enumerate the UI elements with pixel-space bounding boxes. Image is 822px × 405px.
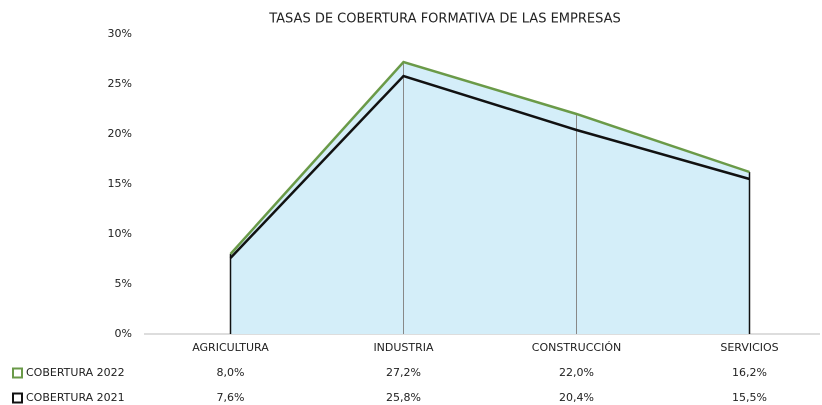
y-tick-label: 10%	[108, 227, 132, 240]
y-tick-label: 5%	[115, 277, 132, 290]
y-tick-label: 30%	[108, 27, 132, 40]
y-tick-label: 20%	[108, 127, 132, 140]
x-tick-label: INDUSTRIA	[373, 341, 434, 354]
legend-label: COBERTURA 2021	[26, 391, 125, 404]
data-table-value: 16,2%	[732, 366, 767, 379]
x-tick-label: CONSTRUCCIÓN	[532, 341, 621, 354]
data-table-value: 20,4%	[559, 391, 594, 404]
data-table-value: 7,6%	[217, 391, 245, 404]
legend-swatch	[12, 392, 23, 404]
data-table-value: 22,0%	[559, 366, 594, 379]
series-line	[229, 74, 750, 259]
data-table-value: 27,2%	[386, 366, 421, 379]
legend-label: COBERTURA 2022	[26, 366, 125, 379]
data-table-value: 25,8%	[386, 391, 421, 404]
x-tick-label: AGRICULTURA	[192, 341, 269, 354]
area	[230, 62, 750, 334]
y-tick-label: 0%	[115, 327, 132, 340]
y-tick-label: 25%	[108, 77, 132, 90]
y-tick-label: 15%	[108, 177, 132, 190]
data-table-value: 8,0%	[217, 366, 245, 379]
x-tick-label: SERVICIOS	[720, 341, 778, 354]
series-line	[229, 60, 750, 255]
legend-swatch	[12, 367, 23, 379]
data-table-value: 15,5%	[732, 391, 767, 404]
chart-title: TASAS DE COBERTURA FORMATIVA DE LAS EMPR…	[268, 12, 621, 27]
